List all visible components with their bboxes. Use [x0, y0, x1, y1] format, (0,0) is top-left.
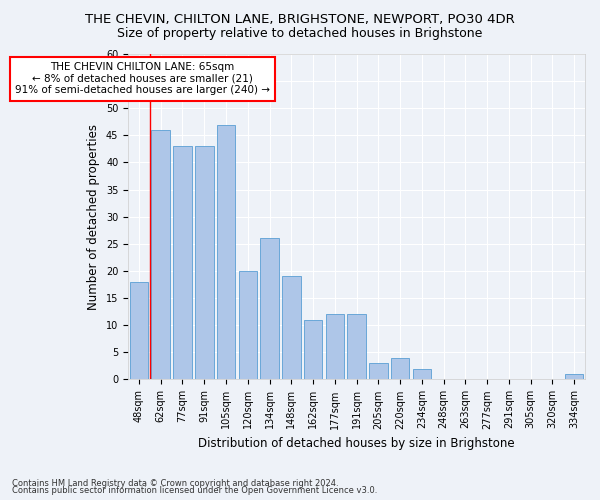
- Bar: [282, 276, 301, 380]
- Bar: [239, 271, 257, 380]
- Bar: [326, 314, 344, 380]
- Text: Size of property relative to detached houses in Brighstone: Size of property relative to detached ho…: [118, 28, 482, 40]
- Bar: [413, 368, 431, 380]
- Text: Contains HM Land Registry data © Crown copyright and database right 2024.: Contains HM Land Registry data © Crown c…: [12, 478, 338, 488]
- Bar: [217, 124, 235, 380]
- Bar: [304, 320, 322, 380]
- Y-axis label: Number of detached properties: Number of detached properties: [88, 124, 100, 310]
- Bar: [391, 358, 409, 380]
- Bar: [130, 282, 148, 380]
- Bar: [151, 130, 170, 380]
- Bar: [173, 146, 192, 380]
- Bar: [260, 238, 279, 380]
- Text: Contains public sector information licensed under the Open Government Licence v3: Contains public sector information licen…: [12, 486, 377, 495]
- Bar: [369, 363, 388, 380]
- Text: THE CHEVIN CHILTON LANE: 65sqm
← 8% of detached houses are smaller (21)
91% of s: THE CHEVIN CHILTON LANE: 65sqm ← 8% of d…: [15, 62, 270, 96]
- Text: THE CHEVIN, CHILTON LANE, BRIGHSTONE, NEWPORT, PO30 4DR: THE CHEVIN, CHILTON LANE, BRIGHSTONE, NE…: [85, 12, 515, 26]
- Bar: [565, 374, 583, 380]
- X-axis label: Distribution of detached houses by size in Brighstone: Distribution of detached houses by size …: [198, 437, 515, 450]
- Bar: [195, 146, 214, 380]
- Bar: [347, 314, 366, 380]
